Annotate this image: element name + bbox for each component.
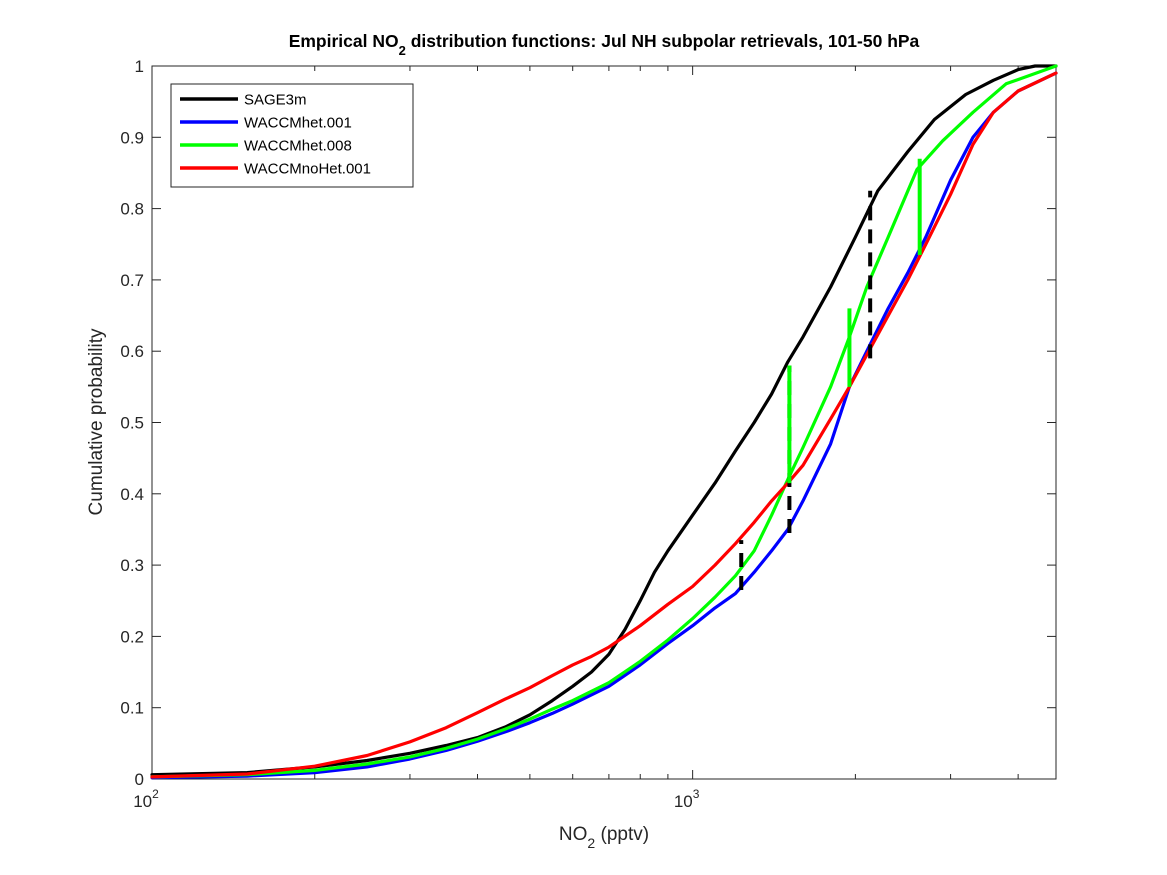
legend-label: WACCMnoHet.001 — [244, 161, 371, 178]
y-tick-label: 0.9 — [120, 128, 144, 147]
y-tick-label: 0.4 — [120, 485, 144, 504]
chart-title-part1: Empirical NO — [289, 31, 399, 51]
y-tick-label: 0 — [135, 770, 144, 789]
series-line-waccmnohet-001 — [150, 71, 1058, 779]
y-tick-label: 0.1 — [120, 699, 144, 718]
legend-entries: SAGE3m WACCMhet.001 WACCMhet.008 WACCMnoHet… — [180, 92, 371, 178]
legend-label: WACCMhet.008 — [244, 138, 352, 155]
x-tick-label: 103 — [674, 787, 700, 811]
chart-title: Empirical NO2 distribution functions: Ju… — [289, 31, 920, 58]
x-tick-label-base: 10 — [133, 792, 152, 811]
legend-box — [170, 83, 414, 188]
chart-title-part2: distribution functions: Jul NH subpolar … — [406, 31, 920, 51]
series-line-sage3m — [150, 64, 1058, 777]
y-tick-label: 1 — [135, 57, 144, 76]
x-axis-label-part2: (pptv) — [595, 824, 649, 845]
y-tick-label: 0.6 — [120, 342, 144, 361]
chart-title-subscript: 2 — [399, 43, 406, 58]
x-axis-label: NO2 (pptv) — [559, 824, 649, 851]
x-tick-label-exponent: 2 — [152, 787, 159, 801]
x-tick-label-base: 10 — [674, 792, 693, 811]
y-tick-label: 0.2 — [120, 627, 144, 646]
y-axis-label: Cumulative probability — [86, 328, 107, 515]
x-axis-label-subscript: 2 — [587, 835, 595, 851]
series-line-waccmhet-001 — [150, 71, 1058, 780]
y-tick-label: 0.5 — [120, 414, 144, 433]
plot-area — [150, 64, 1058, 780]
legend-label: SAGE3m — [244, 92, 307, 109]
y-tick-label: 0.3 — [120, 556, 144, 575]
x-tick-label: 102 — [133, 787, 159, 811]
y-tick-label: 0.8 — [120, 200, 144, 219]
x-axis-label-part1: NO — [559, 824, 588, 845]
legend: SAGE3m WACCMhet.001 WACCMhet.008 WACCMnoHet… — [170, 83, 414, 188]
y-tick-label: 0.7 — [120, 271, 144, 290]
series-line-waccmhet-008 — [150, 64, 1058, 779]
x-tick-label-exponent: 3 — [693, 787, 700, 801]
legend-label: WACCMhet.001 — [244, 115, 352, 132]
